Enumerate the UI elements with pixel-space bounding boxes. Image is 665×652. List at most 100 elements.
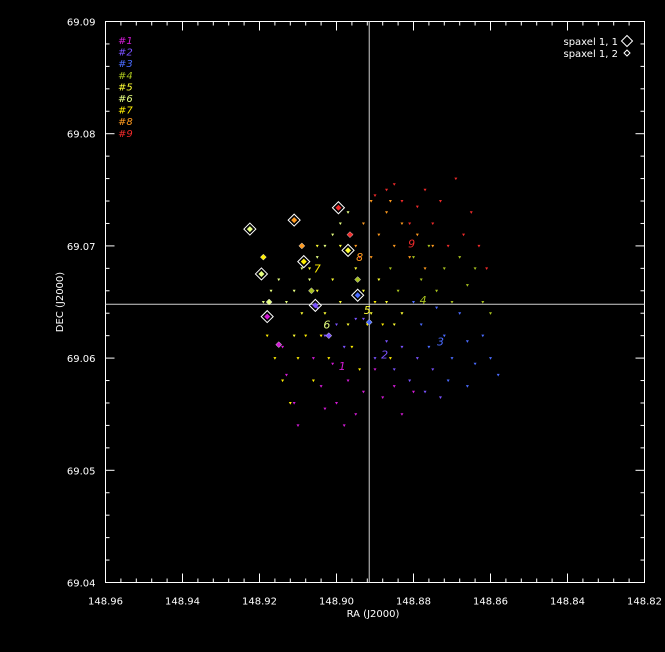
data-point-series-9	[385, 188, 389, 192]
data-point-series-4	[481, 301, 485, 304]
x-axis-label: RA (J2000)	[347, 609, 400, 620]
spaxel-1-1-diamond	[308, 298, 323, 313]
spaxel-number-label: 5	[364, 304, 371, 317]
data-point-series-5	[385, 301, 389, 304]
spaxel-number-label: 3	[437, 335, 444, 348]
plot-frame	[105, 21, 645, 583]
data-point-series-8	[388, 200, 392, 203]
data-point-series-8	[354, 244, 358, 248]
data-point-series-1	[354, 413, 358, 416]
spaxel-number-label: 2	[381, 349, 388, 362]
data-points	[261, 177, 500, 428]
data-point-series-1	[346, 379, 350, 383]
data-point-series-3	[446, 379, 450, 383]
data-point-series-9	[392, 183, 396, 186]
data-point-series-8	[408, 256, 412, 259]
data-point-series-6	[315, 256, 319, 259]
legend-entry-7: #7	[118, 106, 133, 117]
y-tick-label: 69.04	[67, 579, 96, 590]
y-tick-label: 69.06	[67, 354, 96, 365]
spaxel-1-1-fill	[312, 302, 319, 309]
data-point-series-2	[342, 345, 346, 349]
y-axis-label: DEC (J2000)	[55, 272, 66, 332]
data-point-series-9	[446, 244, 450, 248]
data-point-series-6	[292, 289, 296, 293]
data-point-series-8	[423, 267, 427, 270]
data-point-series-7	[327, 357, 331, 360]
data-point-series-7	[304, 334, 308, 338]
data-point-series-3	[412, 301, 415, 304]
data-point-series-1	[381, 396, 385, 399]
spaxel-1-1-diamond	[331, 201, 346, 215]
data-point-series-4	[427, 244, 431, 248]
spaxel-1-2-diamond	[298, 242, 306, 250]
data-point-series-5	[361, 289, 365, 293]
spaxel-1-2-diamond	[325, 332, 333, 340]
data-point-series-2	[385, 340, 389, 343]
spaxel-number-label: 4	[420, 294, 427, 307]
spaxel-1-1-diamond	[341, 243, 355, 258]
data-point-series-3	[473, 362, 477, 366]
data-point-series-5	[400, 312, 404, 315]
spaxel-number-label: 6	[323, 318, 330, 331]
data-point-series-2	[315, 306, 319, 310]
data-point-series-4	[473, 267, 477, 270]
data-point-series-6	[331, 233, 335, 237]
x-tick-label: 148.86	[473, 597, 508, 608]
data-point-series-1	[292, 401, 296, 405]
spaxel-annotations: 1 2 3 4 5 6 7 8 9	[314, 238, 444, 373]
data-point-series-6	[308, 278, 312, 282]
data-point-series-8	[415, 233, 419, 237]
data-point-series-1	[373, 368, 377, 371]
crosshair	[105, 21, 645, 583]
legend-entry-1: #1	[118, 36, 133, 47]
spaxel-1-2-diamond	[365, 318, 373, 326]
data-point-series-2	[415, 357, 419, 360]
data-point-series-7	[350, 345, 354, 349]
data-point-series-2	[423, 390, 427, 394]
legend-entry-8: #8	[118, 117, 133, 128]
data-point-series-4	[396, 289, 400, 293]
data-point-series-2	[408, 379, 412, 383]
data-point-series-7	[265, 334, 269, 338]
data-point-series-5	[315, 244, 319, 248]
data-point-series-4	[450, 301, 454, 304]
x-tick-label: 148.90	[319, 597, 354, 608]
spaxel-1-2-diamond	[346, 231, 354, 239]
spaxel-legend-label: spaxel 1, 1	[564, 37, 619, 48]
data-point-series-8	[361, 222, 365, 226]
spaxel-1-1-fill	[291, 217, 298, 224]
data-point-series-6	[346, 211, 350, 214]
data-point-series-9	[454, 177, 458, 181]
data-point-series-5	[323, 312, 327, 315]
data-point-series-9	[485, 267, 489, 270]
y-tick-label: 69.05	[67, 466, 96, 477]
data-point-series-2	[335, 323, 338, 327]
data-point-series-4	[465, 284, 469, 287]
data-point-series-3	[496, 373, 500, 377]
y-tick-label: 69.08	[67, 130, 96, 141]
data-point-series-7	[273, 357, 277, 360]
spaxel-1-1-fill	[258, 270, 265, 277]
data-point-series-9	[431, 222, 435, 226]
legend-entry-2: #2	[118, 48, 133, 59]
y-tick-labels: 69.04 69.05 69.06 69.07 69.08 69.09	[67, 18, 96, 590]
spaxel-1-1-fill	[246, 226, 253, 233]
data-point-series-2	[323, 334, 327, 338]
data-point-series-5	[300, 312, 304, 315]
x-tick-label: 148.92	[242, 597, 277, 608]
axis-ticks	[105, 21, 645, 583]
data-point-series-9	[373, 194, 377, 198]
spaxel-1-1-diamond	[287, 213, 301, 227]
data-point-series-5	[346, 323, 350, 327]
data-point-series-1	[400, 413, 404, 416]
x-tick-label: 148.96	[88, 597, 123, 608]
spaxel-number-label: 1	[339, 360, 346, 373]
spaxel-1-1-fill	[300, 258, 307, 265]
data-point-series-8	[400, 222, 404, 226]
data-point-series-1	[281, 345, 285, 349]
spaxel-1-2-diamond	[265, 298, 273, 306]
spaxel-1-1-fill	[354, 292, 361, 299]
data-point-series-9	[469, 211, 473, 214]
